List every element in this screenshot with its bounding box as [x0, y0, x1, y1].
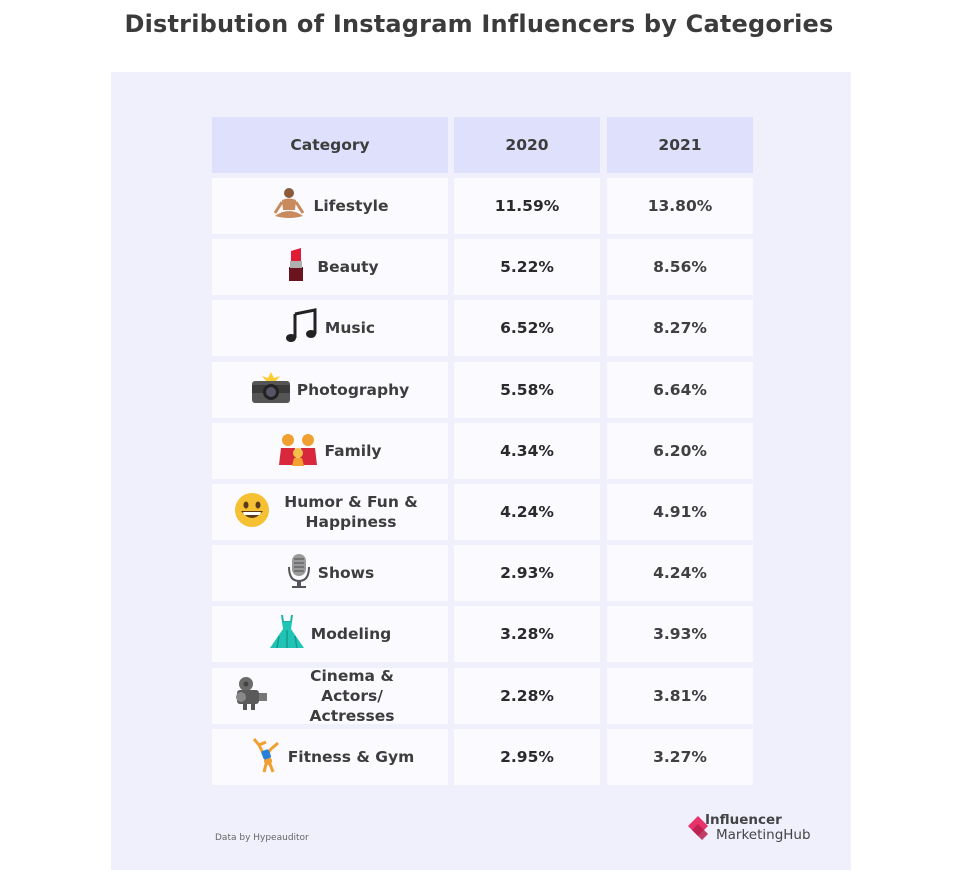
category-cell: Modeling: [212, 606, 448, 663]
category-content: Modeling: [269, 614, 391, 654]
logo-line-1: Influencer: [705, 812, 782, 828]
category-content: Lifestyle: [271, 186, 389, 226]
category-label: Photography: [296, 380, 410, 399]
value-2021-cell: 8.56%: [607, 239, 753, 296]
influencer-marketing-hub-logo: Influencer MarketingHub: [688, 812, 818, 846]
category-content: Photography: [251, 371, 410, 409]
category-label: Lifestyle: [313, 197, 389, 215]
category-cell: Lifestyle: [212, 178, 448, 234]
logo-line-2: MarketingHub: [716, 827, 811, 843]
category-content: Family: [278, 431, 382, 471]
category-content: Fitness & Gym: [246, 737, 415, 777]
person-in-lotus-position-icon: [271, 186, 307, 226]
category-cell: Cinema & Actors/ Actresses: [212, 666, 448, 726]
category-cell: Music: [212, 300, 448, 357]
value-2020-cell: 6.52%: [454, 300, 600, 357]
camera-with-flash-icon: [251, 371, 291, 409]
microphone-icon: [286, 553, 312, 593]
category-label: Fitness & Gym: [287, 747, 415, 766]
value-2021-cell: 6.64%: [607, 361, 753, 418]
category-content: Music: [285, 308, 375, 348]
film-projector-icon: [233, 676, 271, 716]
category-label: Shows: [317, 564, 375, 583]
value-2021-cell: 3.93%: [607, 606, 753, 663]
category-cell: Photography: [212, 361, 448, 418]
category-content: Humor & Fun & Happiness: [234, 492, 426, 532]
category-label: Family: [324, 441, 382, 460]
value-2020-cell: 11.59%: [454, 178, 600, 234]
value-2021-cell: 3.27%: [607, 728, 753, 785]
value-2020-cell: 5.58%: [454, 361, 600, 418]
category-label: Cinema & Actors/ Actresses: [309, 666, 395, 725]
category-label: Music: [324, 319, 376, 338]
header-2020: 2020: [454, 117, 600, 173]
category-cell: Family: [212, 422, 448, 479]
dress-icon: [269, 614, 305, 654]
family-icon: [278, 431, 318, 471]
logo-mark-icon: [688, 816, 708, 840]
value-2021-cell: 3.81%: [607, 667, 753, 724]
category-cell: Fitness & Gym: [212, 728, 448, 785]
category-cell: Shows: [212, 545, 448, 602]
value-2021-cell: 4.91%: [607, 484, 753, 540]
value-2020-cell: 3.28%: [454, 606, 600, 663]
value-2020-cell: 2.93%: [454, 545, 600, 602]
header-2021: 2021: [607, 117, 753, 173]
category-label: Beauty: [317, 258, 379, 277]
cartwheeling-person-icon: [246, 737, 282, 777]
value-2020-cell: 4.34%: [454, 422, 600, 479]
chart-title: Distribution of Instagram Influencers by…: [124, 10, 834, 38]
category-content: Shows: [286, 553, 374, 593]
musical-notes-icon: [285, 308, 319, 348]
header-category: Category: [212, 117, 448, 173]
category-content: Beauty: [281, 247, 379, 287]
value-2021-cell: 8.27%: [607, 300, 753, 357]
category-cell: Beauty: [212, 239, 448, 296]
grinning-face-icon: [234, 492, 270, 532]
value-2021-cell: 13.80%: [607, 178, 753, 234]
value-2020-cell: 2.95%: [454, 728, 600, 785]
value-2020-cell: 4.24%: [454, 484, 600, 540]
category-content: Cinema & Actors/ Actresses: [233, 666, 427, 726]
value-2021-cell: 6.20%: [607, 422, 753, 479]
category-cell: Humor & Fun & Happiness: [212, 484, 448, 540]
lipstick-icon: [281, 247, 311, 287]
value-2021-cell: 4.24%: [607, 545, 753, 602]
value-2020-cell: 2.28%: [454, 667, 600, 724]
value-2020-cell: 5.22%: [454, 239, 600, 296]
category-label: Modeling: [310, 625, 392, 644]
category-label: Humor & Fun & Happiness: [284, 493, 418, 531]
data-source-note: Data by Hypeauditor: [215, 833, 309, 843]
